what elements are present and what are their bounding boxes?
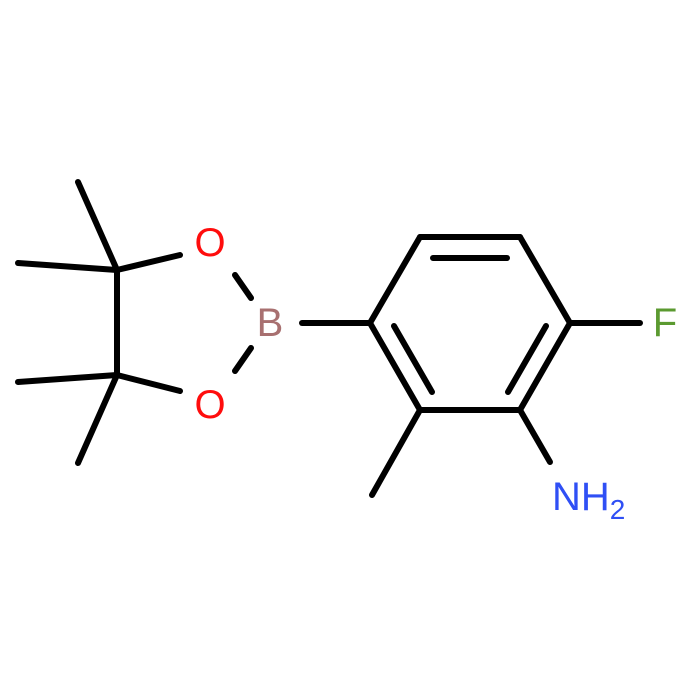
bond: [367, 320, 423, 413]
atom-label-subscript: 2: [610, 494, 626, 525]
bond: [517, 407, 553, 465]
bond: [232, 272, 254, 301]
bond: [114, 372, 183, 394]
bond: [367, 234, 423, 326]
bond: [232, 345, 254, 374]
bond: [15, 372, 120, 385]
atom-label-main: NH: [552, 475, 610, 519]
bond: [114, 252, 183, 273]
bond: [15, 260, 120, 273]
atom-label: NH2: [552, 475, 625, 525]
bond: [75, 372, 120, 466]
bond: [517, 320, 573, 413]
bond-inner: [505, 323, 549, 395]
atom-label: O: [194, 383, 225, 427]
atom-label: B: [257, 301, 284, 345]
atom-label: F: [653, 301, 677, 345]
bond-inner: [391, 323, 435, 395]
bond: [75, 179, 120, 273]
bonds: [15, 179, 643, 498]
bond: [369, 407, 423, 498]
bond: [517, 234, 573, 326]
atom-label: O: [194, 221, 225, 265]
